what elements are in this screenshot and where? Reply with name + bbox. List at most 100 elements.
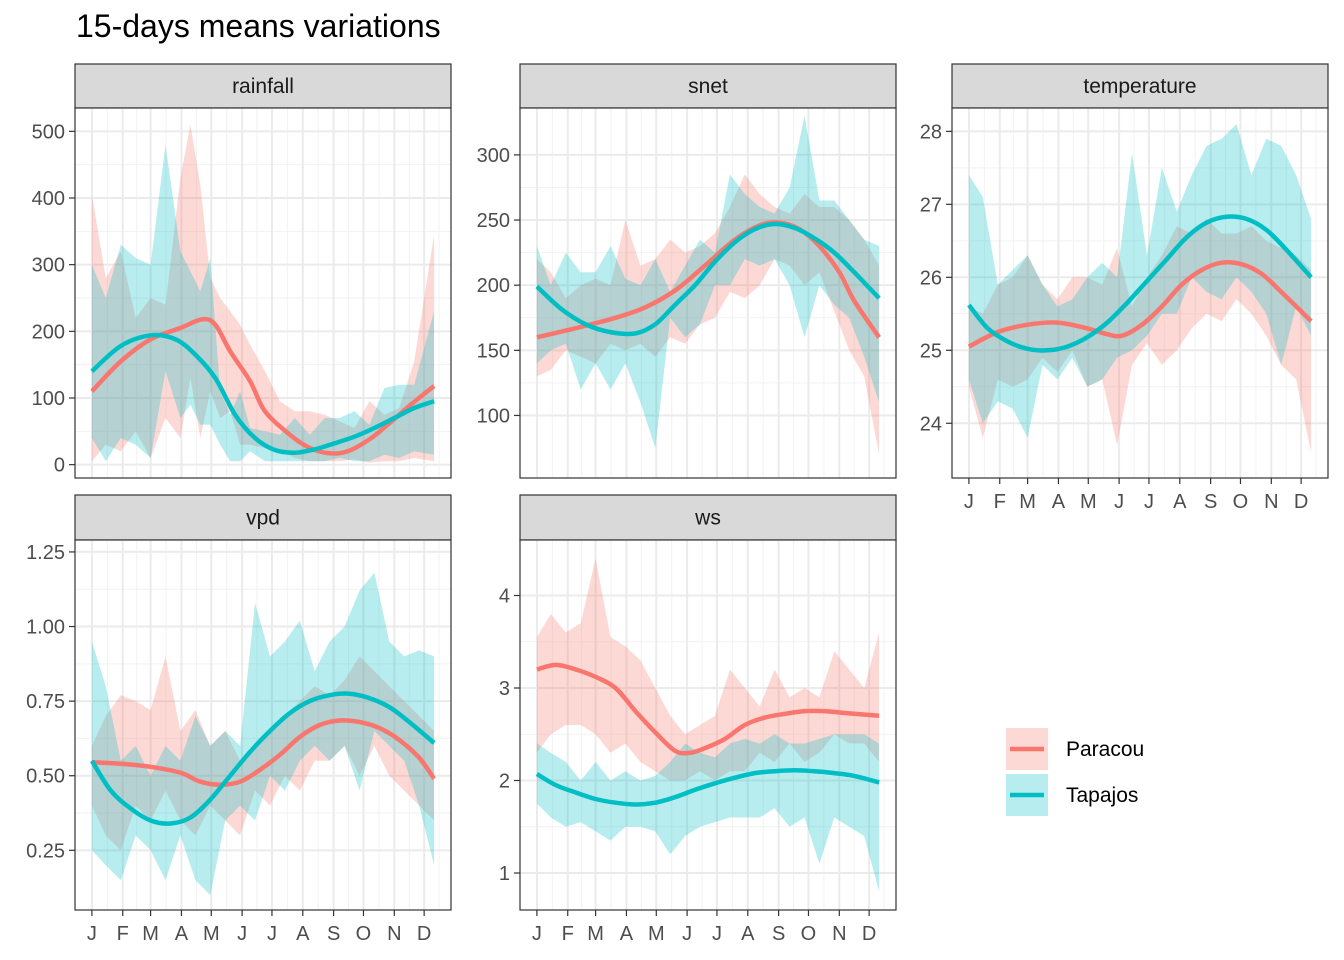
line-paracou <box>91 718 436 787</box>
ribbon-paracou <box>536 174 880 455</box>
panel-background <box>520 540 896 910</box>
line-paracou <box>90 316 436 456</box>
x-tick-label: S <box>327 923 340 945</box>
x-tick-label: J <box>1114 491 1124 513</box>
panel-background <box>75 108 451 478</box>
panel-snet: snet 100 150 200 250 300 <box>477 63 897 479</box>
ribbon-paracou <box>91 124 435 463</box>
x-tick-label: A <box>741 923 755 945</box>
x-tick-label: N <box>1264 491 1278 513</box>
panel-border <box>74 539 452 911</box>
ribbon-tapajos <box>536 734 880 892</box>
strip-temperature <box>951 63 1329 109</box>
x-tick-label: J <box>682 923 692 945</box>
x-tick-label: A <box>1052 491 1066 513</box>
panel-border <box>951 107 1329 479</box>
ribbon-tapajos <box>968 124 1312 438</box>
y-tick-label: 0.25 <box>26 840 65 862</box>
panel-background <box>952 108 1328 478</box>
panel-data <box>535 115 881 455</box>
y-tick-label: 0.50 <box>26 766 65 788</box>
ribbon-paracou <box>968 218 1312 453</box>
y-tick-label: 100 <box>32 388 65 410</box>
y-tick-label: 500 <box>32 121 65 143</box>
x-tick-label: N <box>387 923 401 945</box>
x-tick-label: D <box>862 923 876 945</box>
x-tick-label: M <box>142 923 159 945</box>
strip-snet <box>519 63 897 109</box>
x-tick-label: S <box>1204 491 1217 513</box>
panel-border <box>519 107 897 479</box>
x-tick-label: A <box>175 923 189 945</box>
panels-layer: rainfall0100200300400500snet100150200250… <box>26 63 1329 945</box>
panel-data <box>89 572 436 896</box>
panel-border <box>519 539 897 911</box>
y-tick-label: 400 <box>32 188 65 210</box>
panel-data <box>90 124 436 463</box>
line-tapajos <box>535 221 881 337</box>
y-tick-label: 28 <box>920 121 942 143</box>
x-tick-label: M <box>203 923 220 945</box>
x-tick-label: M <box>1019 491 1036 513</box>
line-tapajos <box>89 691 436 826</box>
y-tick-label: 100 <box>477 405 510 427</box>
x-tick-label: F <box>994 491 1006 513</box>
y-tick-label: 25 <box>920 340 942 362</box>
strip-label: temperature <box>1083 75 1196 98</box>
legend-label: Paracou <box>1066 738 1144 761</box>
ribbon-paracou <box>91 656 435 851</box>
line-tapajos <box>90 332 435 455</box>
x-tick-label: F <box>117 923 129 945</box>
x-tick-label: J <box>532 923 542 945</box>
ribbon-tapajos <box>536 115 880 449</box>
strip-label: snet <box>688 75 728 98</box>
strip-ws <box>519 494 897 541</box>
x-tick-label: M <box>1080 491 1097 513</box>
y-tick-label: 1 <box>499 863 510 885</box>
x-tick-label: O <box>356 923 372 945</box>
x-tick-label: M <box>648 923 665 945</box>
y-tick-label: 2 <box>499 771 510 793</box>
line-tapajos <box>967 214 1313 353</box>
y-tick-label: 24 <box>920 413 942 435</box>
y-tick-label: 4 <box>499 586 510 608</box>
line-paracou <box>967 259 1313 349</box>
y-tick-label: 27 <box>920 194 942 216</box>
line-tapajos <box>535 768 880 807</box>
x-tick-label: J <box>712 923 722 945</box>
legend-item-paracou: Paracou <box>1006 728 1144 770</box>
x-tick-label: A <box>1173 491 1187 513</box>
x-tick-label: J <box>964 491 974 513</box>
x-tick-label: O <box>801 923 817 945</box>
panel-border <box>74 107 452 479</box>
x-tick-label: A <box>296 923 310 945</box>
y-tick-label: 3 <box>499 678 510 700</box>
x-tick-label: F <box>562 923 574 945</box>
legend-item-tapajos: Tapajos <box>1006 774 1138 816</box>
ribbon-paracou <box>536 558 880 781</box>
x-tick-label: J <box>87 923 97 945</box>
panel-background <box>75 540 451 910</box>
x-tick-label: M <box>587 923 604 945</box>
y-tick-label: 0.75 <box>26 691 65 713</box>
panel-data <box>967 124 1313 453</box>
x-tick-label: J <box>1144 491 1154 513</box>
panel-rainfall: rainfall 0 100 200 300 400 500 <box>32 63 452 479</box>
y-tick-label: 200 <box>477 275 510 297</box>
line-paracou <box>536 662 880 756</box>
x-tick-label: J <box>237 923 247 945</box>
y-tick-label: 0 <box>54 455 65 477</box>
legend-label: Tapajos <box>1066 784 1138 807</box>
x-tick-label: O <box>1233 491 1249 513</box>
strip-label: vpd <box>246 507 280 530</box>
x-tick-label: S <box>772 923 785 945</box>
y-tick-label: 1.00 <box>26 617 65 639</box>
chart-title: 15-days means variations <box>76 8 441 44</box>
ribbon-tapajos <box>91 572 435 896</box>
x-tick-label: D <box>1294 491 1308 513</box>
strip-vpd <box>74 494 452 541</box>
y-tick-label: 200 <box>32 321 65 343</box>
